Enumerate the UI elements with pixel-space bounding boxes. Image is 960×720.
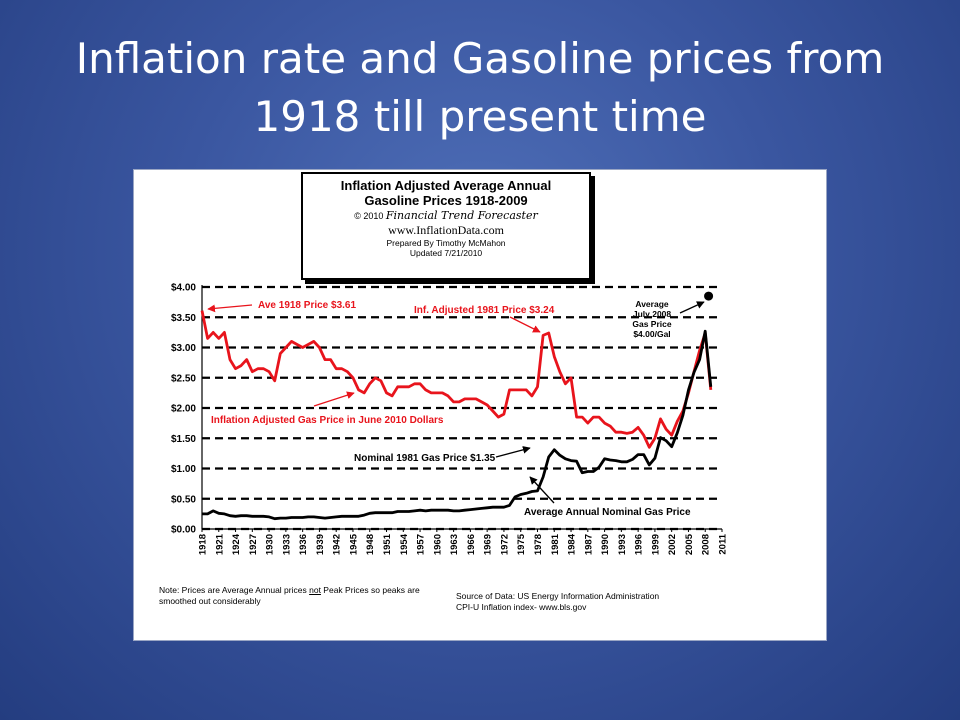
y-tick-label: $4.00 — [171, 283, 196, 294]
x-tick-label: 1993 — [617, 534, 628, 555]
chart-source: Source of Data: US Energy Information Ad… — [456, 591, 756, 613]
annotation-2008-line: July 2008 — [633, 309, 672, 319]
x-tick-label: 1978 — [533, 534, 544, 555]
annotation-1918-price: Ave 1918 Price $3.61 — [258, 300, 356, 311]
x-tick-label: 1999 — [650, 534, 661, 555]
forecaster-credit: © 2010 Financial Trend Forecaster — [303, 209, 589, 222]
slide-title-line2: 1918 till present time — [253, 92, 707, 141]
x-tick-label: 1939 — [315, 534, 326, 555]
forecaster-name: Financial Trend Forecaster — [385, 209, 538, 222]
x-tick-label: 2008 — [701, 534, 712, 555]
arrow-adjusted-series — [313, 391, 355, 407]
y-tick-label: $2.00 — [171, 404, 196, 415]
x-tick-label: 1951 — [382, 533, 393, 555]
chart-panel: $0.00 $0.50 $1.00 $1.50 $2.00 $2.50 $3.00 $3.50… — [133, 169, 827, 641]
x-tick-label: 1945 — [348, 533, 359, 555]
chart-note: Note: Prices are Average Annual prices n… — [159, 585, 449, 607]
site-url: www.InflationData.com — [388, 223, 504, 237]
gas-price-chart: $0.00 $0.50 $1.00 $1.50 $2.00 $2.50 $3.00 $3.50… — [171, 283, 729, 556]
x-tick-label: 1936 — [298, 534, 309, 555]
x-tick-label: 1990 — [600, 534, 611, 555]
y-tick-label: $0.50 — [171, 494, 196, 505]
slide-title-line1: Inflation rate and Gasoline prices from — [75, 34, 885, 83]
chart-header-box: Inflation Adjusted Average Annual Gasoli… — [301, 172, 591, 280]
july-2008-peak-point — [704, 291, 714, 301]
annotation-2008-line: Gas Price — [632, 319, 671, 329]
slide-title: Inflation rate and Gasoline prices from … — [40, 30, 920, 146]
annotation-adjusted-series: Inflation Adjusted Gas Price in June 201… — [211, 415, 444, 426]
x-tick-label: 1960 — [432, 534, 443, 555]
x-tick-label: 1930 — [265, 534, 276, 555]
annotation-1981-nominal: Nominal 1981 Gas Price $1.35 — [354, 453, 496, 464]
source-line1: Source of Data: US Energy Information Ad… — [456, 591, 660, 601]
chart-title-line1: Inflation Adjusted Average Annual — [340, 178, 552, 193]
x-tick-label: 1969 — [483, 534, 494, 555]
note-part2: Peak Prices so peaks are smoothed out co… — [159, 585, 420, 606]
x-tick-label: 1996 — [634, 534, 645, 555]
x-tick-label: 2011 — [718, 533, 729, 554]
x-tick-label: 1927 — [248, 534, 259, 555]
x-tick-label: 1987 — [583, 534, 594, 555]
prepared-by: Prepared By Timothy McMahon — [386, 238, 506, 248]
x-tick-label: 1921 — [214, 533, 225, 555]
nominal-price-line — [202, 329, 713, 521]
source-line2: CPI-U Inflation index- www.bls.gov — [456, 602, 587, 612]
arrow-1918 — [207, 304, 253, 313]
copyright-text: © 2010 — [354, 211, 384, 221]
annotation-2008-line: Average — [635, 299, 669, 309]
y-tick-label: $3.50 — [171, 313, 196, 324]
y-tick-label: $2.50 — [171, 373, 196, 384]
x-tick-label: 2002 — [667, 534, 678, 555]
chart-title-line2: Gasoline Prices 1918-2009 — [364, 193, 528, 208]
y-tick-label: $0.00 — [171, 525, 196, 536]
x-tick-label: 1984 — [567, 533, 578, 555]
x-tick-label: 1942 — [332, 534, 343, 555]
note-underlined: not — [309, 585, 321, 595]
annotation-nominal-series: Average Annual Nominal Gas Price — [524, 507, 691, 518]
x-tick-label: 1981 — [550, 533, 561, 555]
y-tick-label: $3.00 — [171, 343, 196, 354]
x-tick-label: 1975 — [516, 533, 527, 555]
y-tick-label: $1.50 — [171, 434, 196, 445]
arrow-1981-nominal — [495, 446, 531, 458]
updated-date: Updated 7/21/2010 — [409, 248, 483, 258]
x-tick-label: 1954 — [399, 533, 410, 555]
arrow-1981-adjusted — [509, 316, 541, 333]
arrow-2008-peak — [679, 301, 705, 314]
annotation-2008-line: $4.00/Gal — [633, 329, 670, 339]
annotation-1981-adjusted: Inf. Adjusted 1981 Price $3.24 — [414, 305, 555, 316]
x-tick-label: 1918 — [198, 534, 209, 555]
note-part1: Note: Prices are Average Annual prices — [159, 585, 310, 595]
x-tick-label: 1966 — [466, 534, 477, 555]
adjusted-price-line — [200, 310, 713, 449]
x-tick-label: 1924 — [231, 533, 242, 555]
x-tick-label: 1957 — [416, 534, 427, 555]
x-tick-label: 2005 — [684, 533, 695, 555]
x-tick-label: 1933 — [281, 534, 292, 555]
x-tick-label: 1948 — [365, 534, 376, 555]
x-tick-label: 1972 — [499, 534, 510, 555]
arrow-nominal-series — [529, 476, 555, 504]
x-tick-label: 1963 — [449, 534, 460, 555]
y-tick-label: $1.00 — [171, 464, 196, 475]
